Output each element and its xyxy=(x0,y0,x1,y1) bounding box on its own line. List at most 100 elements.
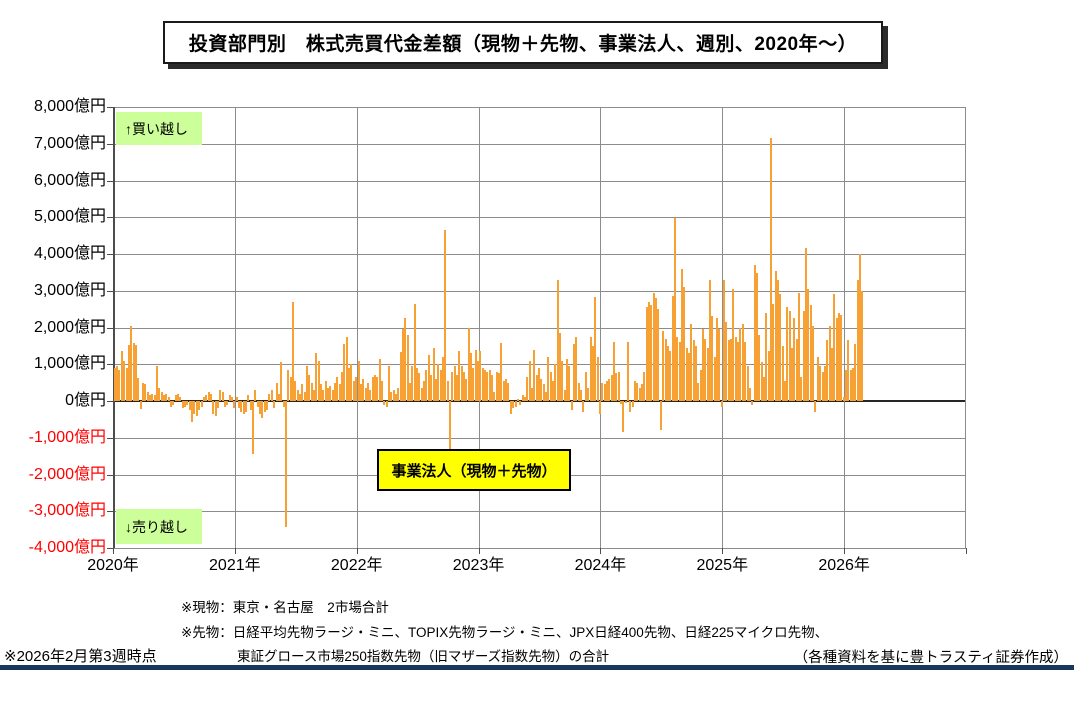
bar xyxy=(305,366,308,401)
buy-excess-label: ↑買い越し xyxy=(125,120,188,137)
bar xyxy=(259,401,262,414)
bar xyxy=(547,356,550,401)
bar xyxy=(634,380,637,401)
bar xyxy=(188,401,191,411)
bar xyxy=(523,397,526,401)
bar xyxy=(610,375,613,401)
bar xyxy=(627,342,629,401)
bar xyxy=(406,334,409,401)
bar xyxy=(174,395,177,401)
bar xyxy=(413,303,416,401)
bar xyxy=(837,312,840,401)
bar xyxy=(184,401,187,407)
bar xyxy=(549,371,552,401)
bar xyxy=(451,371,454,401)
bar xyxy=(734,336,737,401)
bar xyxy=(474,349,477,401)
bar xyxy=(484,369,487,401)
bar xyxy=(371,377,374,401)
bar xyxy=(170,401,173,407)
bar xyxy=(376,377,379,401)
bar xyxy=(418,373,421,401)
bar xyxy=(683,287,686,401)
bar xyxy=(378,358,381,401)
x-tick-mark xyxy=(966,548,967,554)
bar xyxy=(252,401,255,455)
bar xyxy=(315,353,318,401)
y-axis-tick-label: -3,000億円 xyxy=(28,502,106,520)
bar xyxy=(830,347,833,401)
bar xyxy=(748,388,751,401)
y-axis-tick-label: 8,000億円 xyxy=(33,98,106,115)
bar xyxy=(334,382,337,401)
footnote-futures-cont: 東証グロース市場250指数先物（旧マザーズ指数先物）の合計 xyxy=(237,649,610,664)
bar xyxy=(779,294,782,401)
bar xyxy=(814,401,817,413)
x-tick-mark xyxy=(234,548,236,554)
y-axis-tick-label: 7,000億円 xyxy=(33,134,106,152)
x-axis-year-label: 2026年 xyxy=(818,557,870,574)
bar xyxy=(835,318,838,401)
bar xyxy=(317,360,320,401)
bar xyxy=(387,366,390,401)
bar xyxy=(847,340,850,401)
bar xyxy=(453,366,456,401)
bar xyxy=(350,364,353,401)
x-axis-year-label: 2020年 xyxy=(87,557,139,574)
bar xyxy=(427,355,430,401)
bar xyxy=(165,393,168,401)
zero-line xyxy=(113,400,966,402)
bar xyxy=(596,356,599,401)
bar xyxy=(812,325,815,401)
h-gridline xyxy=(113,364,966,366)
bar xyxy=(807,288,810,401)
bar xyxy=(582,401,585,413)
bar xyxy=(134,345,137,401)
bar xyxy=(753,265,756,401)
bar xyxy=(113,367,116,401)
v-gridline xyxy=(234,107,236,548)
bar xyxy=(676,336,679,401)
h-gridline xyxy=(113,107,966,108)
bar xyxy=(411,366,414,401)
x-tick-mark xyxy=(600,548,602,554)
footnote-spot: ※現物：東京・名古屋 2市場合計 xyxy=(181,600,389,615)
bar xyxy=(409,382,412,401)
bar xyxy=(139,401,142,410)
bar xyxy=(380,380,383,401)
bar xyxy=(458,351,461,401)
bar xyxy=(200,401,203,407)
bar xyxy=(270,389,273,401)
bar xyxy=(352,380,355,401)
bar xyxy=(685,347,688,401)
bar xyxy=(552,380,555,401)
bar xyxy=(221,391,224,401)
bar xyxy=(373,375,376,401)
bar xyxy=(784,380,786,401)
bar xyxy=(521,395,524,401)
bar xyxy=(488,369,491,401)
bar xyxy=(123,360,126,401)
y-axis-tick-label: 1,000億円 xyxy=(33,355,106,373)
bar xyxy=(399,352,402,401)
bar xyxy=(434,378,437,401)
h-gridline xyxy=(113,290,966,292)
y-axis-tick-label: -4,000億円 xyxy=(28,539,106,556)
y-tick-mark xyxy=(107,180,113,182)
bar xyxy=(460,366,463,401)
bar xyxy=(446,380,449,401)
bar xyxy=(507,382,510,401)
bar xyxy=(416,367,419,401)
bar xyxy=(612,342,615,401)
bar xyxy=(359,384,362,401)
bar xyxy=(329,386,332,401)
y-tick-mark xyxy=(107,254,113,255)
bar xyxy=(751,401,754,405)
bar xyxy=(659,401,662,431)
h-gridline xyxy=(113,327,966,329)
bar xyxy=(603,384,606,401)
bar xyxy=(491,375,494,401)
bar xyxy=(509,401,512,414)
bar xyxy=(666,345,669,401)
bar xyxy=(287,369,290,401)
